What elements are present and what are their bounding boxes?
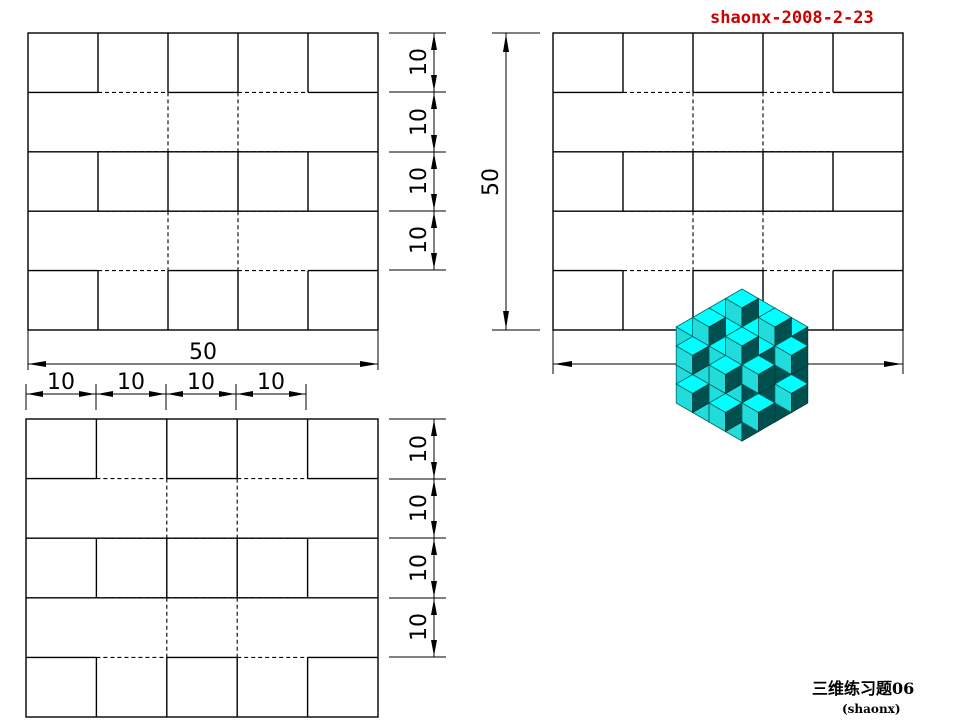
isometric-model bbox=[675, 288, 809, 442]
top-dim-label-2: 10 bbox=[117, 370, 145, 395]
top-dim-label-1: 10 bbox=[47, 370, 75, 395]
front-dim-label-2: 10 bbox=[407, 108, 432, 136]
front-dim-label-1: 10 bbox=[407, 48, 432, 76]
iso-face-right bbox=[791, 345, 809, 376]
iso-face-right bbox=[791, 383, 809, 414]
top-right-dim-label-2: 10 bbox=[407, 494, 432, 522]
top-chain-dimensions: 10 10 10 10 bbox=[25, 370, 307, 410]
exercise-title: 三维练习题06 bbox=[812, 679, 914, 698]
front-view: 50 10 10 10 10 bbox=[27, 32, 446, 370]
front-dim-label-3: 10 bbox=[407, 167, 432, 195]
top-dim-label-4: 10 bbox=[257, 370, 285, 395]
top-right-dim-label-1: 10 bbox=[407, 435, 432, 463]
front-width-dimension: 50 bbox=[27, 330, 379, 370]
iso-face-right bbox=[758, 364, 776, 395]
top-view: 10 10 10 10 10 10 10 10 bbox=[25, 370, 446, 718]
front-width-label: 50 bbox=[189, 340, 217, 365]
exercise-subtitle: (shaonx) bbox=[842, 702, 901, 716]
side-height-dimension: 50 bbox=[479, 32, 540, 331]
iso-face-right bbox=[758, 402, 776, 433]
top-right-dim-label-4: 10 bbox=[407, 613, 432, 641]
top-right-dim-label-3: 10 bbox=[407, 554, 432, 582]
front-dim-label-4: 10 bbox=[407, 226, 432, 254]
top-right-dimensions: 10 10 10 10 bbox=[389, 418, 446, 658]
side-height-label: 50 bbox=[479, 168, 504, 196]
top-dim-label-3: 10 bbox=[187, 370, 215, 395]
front-right-dimensions: 10 10 10 10 bbox=[389, 32, 446, 271]
author-date-label: shaonx-2008-2-23 bbox=[710, 8, 874, 28]
